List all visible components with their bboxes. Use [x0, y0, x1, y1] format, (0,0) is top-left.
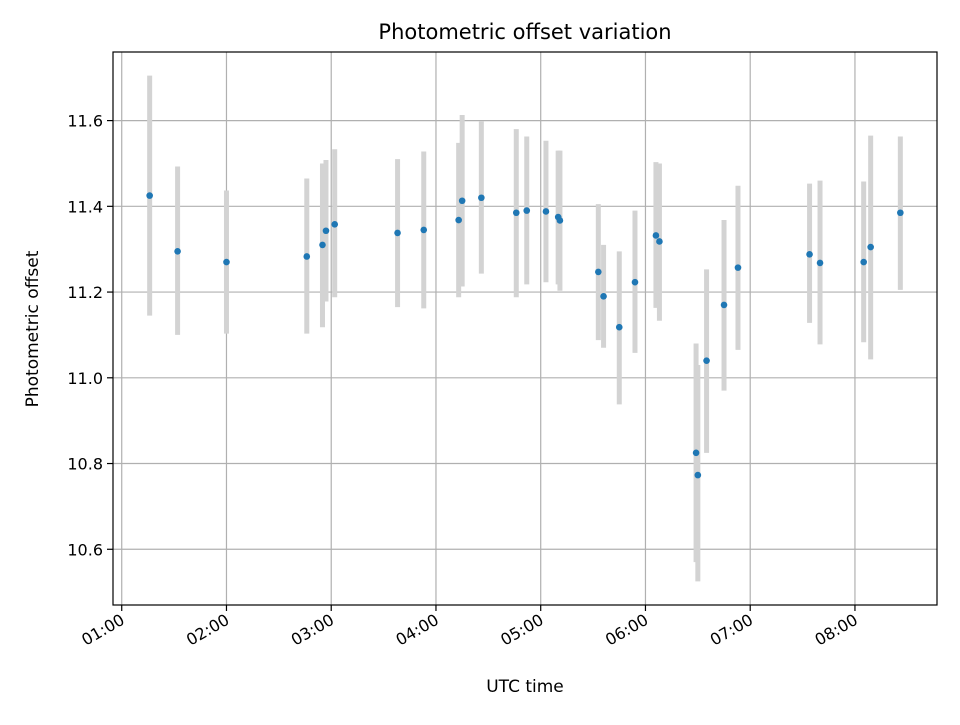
data-point: [897, 209, 904, 217]
data-point: [455, 216, 462, 224]
data-point: [174, 248, 181, 255]
data-point: [656, 238, 663, 245]
data-point: [595, 268, 602, 276]
data-point: [615, 323, 623, 331]
data-point: [542, 208, 550, 215]
data-point: [512, 209, 520, 217]
y-tick-label: 10.6: [67, 540, 103, 559]
y-axis-label: Photometric offset: [23, 250, 43, 407]
data-point: [556, 217, 564, 224]
data-point: [694, 471, 702, 479]
data-point: [303, 253, 311, 260]
data-point: [816, 259, 824, 267]
y-tick-label: 10.8: [67, 455, 103, 474]
data-point: [523, 207, 531, 214]
y-tick-label: 11.4: [67, 197, 103, 216]
data-point: [860, 258, 867, 266]
data-point: [806, 251, 813, 258]
data-point: [600, 293, 607, 300]
data-point: [420, 226, 428, 234]
data-point: [867, 243, 874, 251]
data-point: [478, 194, 485, 202]
data-point: [652, 232, 660, 239]
data-point: [692, 449, 700, 457]
chart-title: Photometric offset variation: [378, 20, 671, 44]
x-axis-label: UTC time: [486, 677, 564, 697]
data-point: [322, 227, 330, 235]
data-point: [319, 241, 326, 249]
data-point: [734, 264, 742, 271]
data-point: [146, 192, 153, 199]
data-point: [631, 278, 639, 286]
y-tick-label: 11.2: [67, 283, 103, 302]
y-tick-label: 11.6: [67, 112, 103, 131]
data-points: [146, 192, 904, 479]
data-point: [458, 197, 466, 205]
data-point: [223, 258, 230, 266]
plot-frame: [112, 51, 938, 606]
data-point: [394, 229, 401, 237]
data-point: [331, 221, 339, 228]
y-tick-label: 11.0: [67, 369, 103, 388]
data-point: [720, 301, 728, 309]
data-point: [703, 357, 710, 364]
